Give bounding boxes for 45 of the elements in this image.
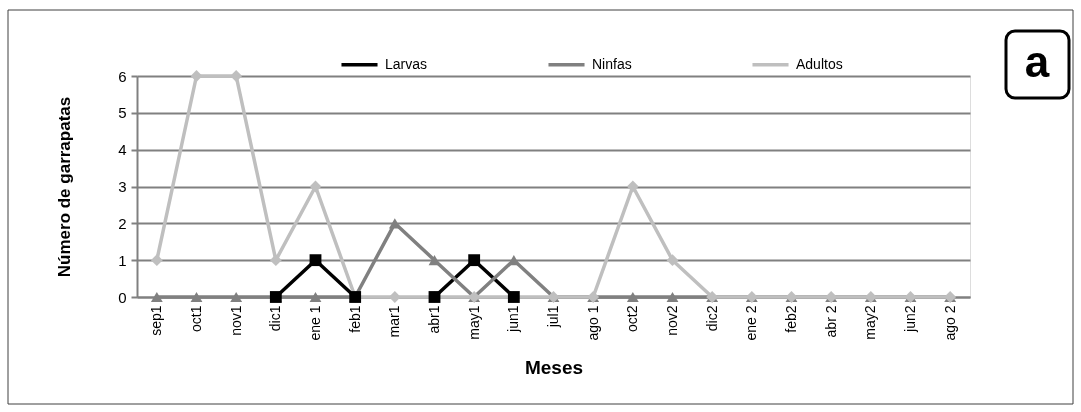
x-tick-label: feb2 xyxy=(783,305,799,333)
x-tick-label: feb1 xyxy=(346,305,363,333)
y-tick-label: 5 xyxy=(118,104,127,122)
x-tick-label: jun2 xyxy=(902,305,918,333)
x-tick-label: oct2 xyxy=(624,305,641,332)
x-tick-label: abr 2 xyxy=(822,305,839,338)
x-tick-label: ago 1 xyxy=(584,305,601,341)
y-tick-label: 0 xyxy=(118,288,127,306)
point xyxy=(309,291,322,303)
x-tick-label: may1 xyxy=(465,305,482,340)
x-tick-label: abr1 xyxy=(426,305,442,334)
x-tick-label: dic1 xyxy=(267,305,284,332)
text: a xyxy=(1024,37,1050,86)
point xyxy=(150,254,163,267)
x-tick-label: nov1 xyxy=(227,305,244,336)
y-tick-label: 4 xyxy=(118,141,127,159)
point xyxy=(150,291,163,303)
y-tick-label: 3 xyxy=(118,178,127,195)
point xyxy=(468,254,481,267)
point xyxy=(230,291,243,303)
x-tick-label: dic2 xyxy=(703,305,720,332)
y-tick-label: 2 xyxy=(118,214,127,232)
x-tick-label: oct1 xyxy=(188,305,204,332)
x-tick-label: jul1 xyxy=(545,305,561,329)
y-axis-title: Número de garrapatas xyxy=(55,96,75,278)
x-tick-label: nov2 xyxy=(664,305,680,336)
x-tick-label: mar1 xyxy=(386,305,403,338)
x-tick-label: ago 2 xyxy=(941,305,958,341)
point xyxy=(190,291,203,303)
point xyxy=(666,291,679,303)
legend-label: Larvas xyxy=(385,55,428,72)
point xyxy=(309,254,322,267)
point xyxy=(626,180,639,193)
x-tick-label: sep1 xyxy=(148,305,165,336)
y-tick-label: 1 xyxy=(118,251,127,269)
legend-label: Adultos xyxy=(796,55,843,72)
point xyxy=(666,254,679,267)
point xyxy=(626,291,639,303)
x-tick-label: jun1 xyxy=(505,305,522,333)
x-tick-label: may2 xyxy=(862,305,879,340)
x-tick-label: ene 1 xyxy=(307,305,323,341)
legend-label: Ninfas xyxy=(592,55,632,72)
x-axis-title: Meses xyxy=(524,356,584,378)
y-tick-label: 6 xyxy=(118,67,127,85)
x-tick-label: ene 2 xyxy=(743,305,760,341)
